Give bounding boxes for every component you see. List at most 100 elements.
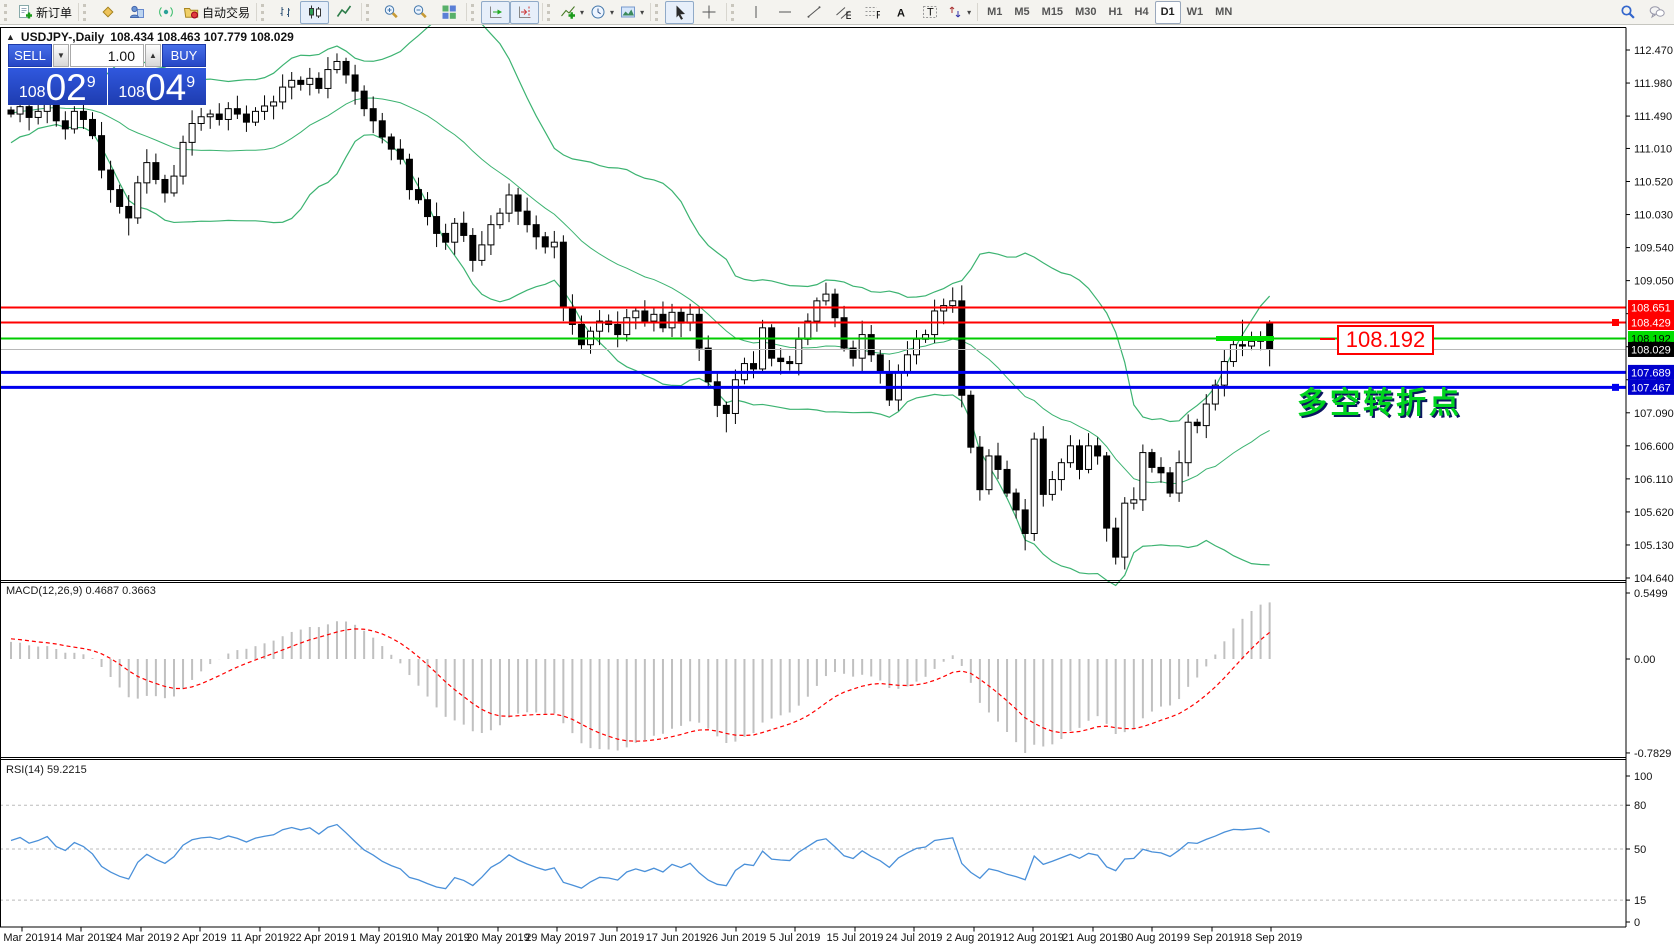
candle-body xyxy=(414,189,422,201)
candle-body xyxy=(496,212,504,226)
candle-body xyxy=(731,379,739,414)
rsi-tick-label: 100 xyxy=(1634,771,1652,783)
tile-windows-icon xyxy=(442,5,456,19)
candle-body xyxy=(822,293,830,302)
toolbar-separator xyxy=(726,3,728,21)
candle-body xyxy=(505,194,513,214)
macd-pane xyxy=(10,602,1271,753)
candle-body xyxy=(1266,321,1274,350)
bid-price-button[interactable]: 108 02 9 xyxy=(8,67,107,108)
candle-body xyxy=(759,327,767,370)
price-callout-box[interactable]: 108.192 xyxy=(1337,325,1434,355)
candle-body xyxy=(1157,466,1165,474)
collapse-panel-icon[interactable]: ▲ xyxy=(6,32,15,42)
equidistant-channel-button[interactable]: E xyxy=(828,1,857,24)
candle-body xyxy=(704,347,712,383)
timeframe-mn-button[interactable]: MN xyxy=(1215,6,1233,18)
timeframe-m15-button[interactable]: M15 xyxy=(1041,6,1064,18)
candle-body xyxy=(70,110,78,130)
price-tick-label: 111.980 xyxy=(1634,78,1672,90)
volume-input[interactable]: 1.00 xyxy=(70,44,144,67)
auto-scroll-button[interactable] xyxy=(481,0,511,24)
templates-button[interactable]: ▾ xyxy=(617,1,647,24)
candle-body xyxy=(179,141,187,177)
candle-body xyxy=(1057,462,1065,481)
candle-chart-button[interactable] xyxy=(300,0,330,24)
auto-scroll-icon xyxy=(489,6,502,18)
svg-text:A: A xyxy=(897,8,905,20)
volume-decrease-button[interactable]: ▼ xyxy=(53,44,69,67)
zoom-in-button[interactable] xyxy=(376,1,405,24)
zoom-out-button[interactable] xyxy=(405,1,434,24)
date-label: 1 May 2019 xyxy=(350,932,407,944)
toolbar-grip xyxy=(731,3,738,21)
macd-tick-label: 0.00 xyxy=(1634,654,1655,666)
autotrade-button[interactable]: 自动交易 xyxy=(180,1,253,24)
candle-body xyxy=(16,106,24,115)
market-watch-icon xyxy=(102,6,114,18)
toolbar-grip xyxy=(655,3,662,21)
price-line-tag-label: 108.651 xyxy=(1631,303,1671,315)
line-chart-button[interactable] xyxy=(329,1,358,24)
cursor-button[interactable] xyxy=(665,0,695,24)
timeframe-m5-button[interactable]: M5 xyxy=(1014,6,1030,18)
candle-body xyxy=(424,199,432,218)
toolbar-separator xyxy=(78,3,80,21)
chart-shift-button[interactable] xyxy=(510,0,540,24)
chat-icon xyxy=(1649,6,1665,19)
bid-prefix: 108 xyxy=(18,84,46,101)
svg-text:F: F xyxy=(876,10,880,21)
horizontal-line-button[interactable] xyxy=(770,1,799,24)
arrows-button[interactable]: ▾ xyxy=(944,1,974,24)
candle-body xyxy=(116,189,124,207)
timeframe-h4-button[interactable]: H4 xyxy=(1134,6,1149,18)
horizontal-lines xyxy=(0,306,1626,391)
profiles-button[interactable] xyxy=(122,1,151,24)
timeframe-h1-button[interactable]: H1 xyxy=(1108,6,1123,18)
candle-body xyxy=(913,338,920,356)
volume-increase-button[interactable]: ▲ xyxy=(145,44,161,67)
trendline-button[interactable] xyxy=(799,1,828,24)
candle-body xyxy=(79,110,87,120)
bid-big-digits: 02 xyxy=(45,67,87,108)
search-button[interactable] xyxy=(1613,1,1642,24)
market-watch-button[interactable] xyxy=(93,1,122,24)
periods-button[interactable]: ▾ xyxy=(587,1,617,24)
arrows-icon xyxy=(949,6,961,18)
vertical-line-button[interactable] xyxy=(741,1,770,24)
bar-chart-button[interactable] xyxy=(271,1,300,24)
one-click-trading-panel: SELL ▼ 1.00 ▲ BUY 108 02 9 108 04 9 xyxy=(8,44,206,108)
turning-point-annotation[interactable]: 多空转折点 xyxy=(1297,387,1462,420)
text-button[interactable]: A xyxy=(886,1,915,24)
price-line-tag xyxy=(1628,315,1674,331)
signals-button[interactable] xyxy=(151,1,180,24)
fibonacci-button[interactable]: F xyxy=(857,1,886,24)
ask-price-button[interactable]: 108 04 9 xyxy=(107,68,206,106)
text-label-button[interactable]: T xyxy=(915,1,944,24)
line-handle xyxy=(1612,319,1619,327)
chat-button[interactable] xyxy=(1642,1,1671,24)
timeframe-d1-button[interactable]: D1 xyxy=(1154,0,1181,24)
buy-button[interactable]: BUY xyxy=(162,44,206,67)
svg-text:E: E xyxy=(845,10,851,20)
zoom-in-icon xyxy=(384,5,398,19)
autotrade-icon xyxy=(183,8,199,19)
new-order-button[interactable]: 新订单 xyxy=(14,1,75,24)
candle-body xyxy=(858,334,866,359)
candle-body xyxy=(342,60,350,76)
timeframe-m30-button[interactable]: M30 xyxy=(1075,6,1097,18)
price-tick-label: 110.520 xyxy=(1634,176,1673,188)
candle-body xyxy=(1139,452,1147,501)
indicators-button[interactable]: ▾ xyxy=(557,1,587,24)
candle-body xyxy=(1075,445,1083,470)
sell-button[interactable]: SELL xyxy=(8,44,52,67)
toolbar-separator xyxy=(361,3,363,21)
crosshair-button[interactable] xyxy=(694,1,723,24)
tile-windows-button[interactable] xyxy=(434,1,463,24)
timeframe-m1-button[interactable]: M1 xyxy=(987,6,1003,18)
timeframe-w1-button[interactable]: W1 xyxy=(1186,6,1204,18)
crosshair-icon xyxy=(702,5,716,19)
date-label: 26 Jun 2019 xyxy=(706,932,767,944)
chart-symbol-period: USDJPY-,Daily xyxy=(20,30,105,44)
